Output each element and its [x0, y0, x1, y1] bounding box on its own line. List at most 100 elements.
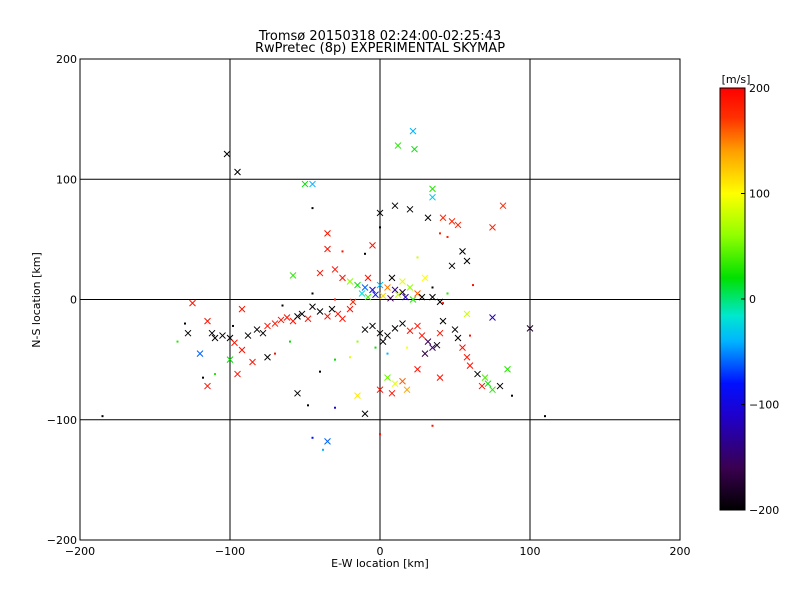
data-point-cross — [429, 185, 436, 193]
data-point-cross — [414, 365, 421, 373]
data-point-cross — [384, 374, 391, 382]
data-point-cross — [301, 180, 309, 188]
data-point-dot — [341, 250, 344, 253]
data-point-cross — [289, 272, 297, 279]
x-axis-label: E-W location [km] — [331, 557, 429, 570]
data-point-cross — [324, 230, 331, 237]
data-point-cross — [328, 305, 336, 313]
data-point-cross — [259, 329, 267, 337]
data-point-cross — [387, 294, 394, 302]
x-tick-label: 200 — [670, 545, 691, 558]
data-point-dot — [472, 284, 474, 287]
data-point-cross — [496, 382, 504, 390]
data-point-dot — [322, 448, 324, 451]
data-point-cross — [244, 332, 252, 339]
data-point-cross — [354, 392, 361, 400]
data-point-cross — [379, 338, 387, 345]
data-point-dot — [431, 424, 434, 427]
data-point-dot — [176, 340, 179, 343]
data-point-dot — [334, 298, 336, 301]
data-point-cross — [204, 317, 211, 325]
data-point-cross — [424, 338, 432, 345]
data-points — [101, 127, 546, 451]
data-point-cross — [406, 327, 414, 335]
y-tick-label: 0 — [70, 294, 77, 307]
x-tick-label: 0 — [377, 545, 384, 558]
data-point-cross — [346, 305, 354, 313]
data-point-cross — [361, 326, 369, 333]
data-point-cross — [294, 389, 301, 397]
x-tick-label: 100 — [520, 545, 541, 558]
data-point-cross — [379, 292, 387, 300]
data-point-cross — [448, 262, 456, 270]
data-point-cross — [409, 296, 417, 303]
data-point-dot — [356, 340, 359, 343]
data-point-cross — [481, 374, 489, 382]
data-point-dot — [311, 436, 314, 439]
data-point-dot — [406, 346, 408, 349]
data-point-cross — [484, 380, 492, 388]
data-point-cross — [361, 410, 369, 418]
data-point-cross — [429, 193, 436, 201]
x-tick-label: −200 — [65, 545, 95, 558]
data-point-cross — [474, 370, 481, 378]
data-point-dot — [379, 433, 381, 436]
data-point-cross — [463, 310, 471, 318]
data-point-dot — [544, 415, 546, 418]
data-point-cross — [316, 269, 324, 277]
data-point-dot — [334, 406, 336, 409]
data-point-cross — [369, 242, 376, 249]
data-point-cross — [454, 334, 462, 342]
data-point-dot — [307, 404, 309, 407]
data-point-dot — [101, 415, 104, 418]
data-point-cross — [459, 344, 466, 351]
data-point-cross — [526, 325, 534, 332]
data-point-dot — [364, 252, 366, 255]
data-point-dot — [386, 352, 389, 355]
data-point-cross — [376, 386, 384, 394]
data-point-cross — [309, 180, 316, 188]
data-point-cross — [421, 274, 429, 282]
data-point-cross — [372, 291, 379, 299]
y-tick-label: −200 — [47, 534, 77, 547]
data-point-dot — [446, 235, 449, 238]
data-point-cross — [433, 341, 441, 349]
data-point-cross — [409, 127, 417, 135]
data-point-dot — [232, 324, 234, 327]
data-point-cross — [339, 274, 346, 282]
data-point-cross — [399, 278, 406, 285]
data-point-cross — [349, 298, 357, 306]
data-point-cross — [361, 284, 369, 291]
data-point-cross — [346, 278, 354, 285]
data-point-dot — [311, 207, 314, 210]
data-point-cross — [211, 334, 219, 342]
data-point-cross — [234, 168, 241, 176]
data-point-dot — [184, 322, 186, 325]
data-point-cross — [316, 308, 324, 315]
data-point-cross — [499, 202, 507, 210]
colorbar-tick-label: 200 — [749, 82, 770, 95]
data-point-cross — [421, 350, 429, 357]
data-point-cross — [184, 329, 192, 337]
data-point-cross — [384, 284, 391, 291]
data-point-cross — [226, 356, 234, 363]
y-axis-label: N-S location [km] — [30, 252, 43, 348]
data-point-cross — [489, 223, 496, 231]
data-point-dot — [274, 352, 276, 355]
data-point-cross — [238, 305, 246, 313]
data-point-cross — [463, 257, 471, 265]
data-point-cross — [451, 326, 459, 333]
data-point-cross — [253, 326, 261, 333]
data-point-cross — [406, 205, 414, 213]
data-point-cross — [219, 332, 226, 339]
data-point-dot — [511, 394, 513, 397]
data-point-cross — [463, 353, 471, 361]
data-point-cross — [429, 293, 436, 301]
data-point-dot — [416, 256, 419, 259]
data-point-cross — [391, 380, 399, 388]
data-point-cross — [402, 293, 409, 301]
data-point-dot — [469, 334, 471, 337]
data-point-cross — [424, 214, 432, 222]
x-tick-label: −100 — [215, 545, 245, 558]
colorbar — [719, 87, 746, 511]
